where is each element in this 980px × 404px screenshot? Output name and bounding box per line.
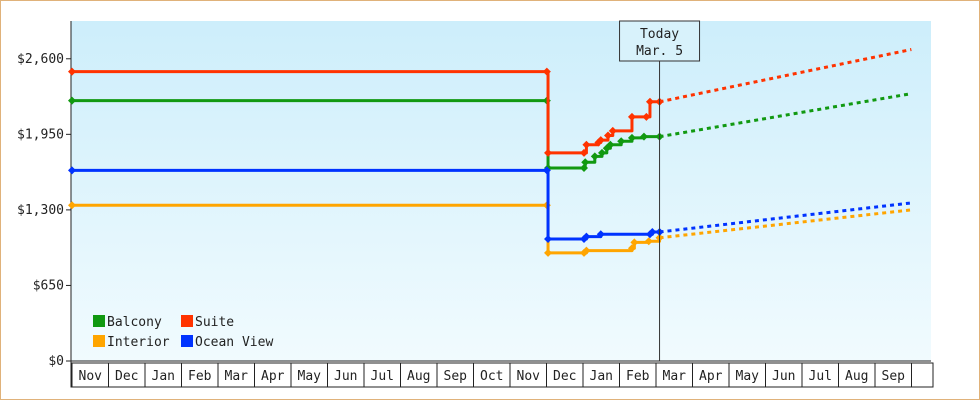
data-point bbox=[68, 201, 76, 210]
series-layer bbox=[68, 48, 912, 257]
y-tick-label: $2,600 bbox=[17, 52, 64, 67]
legend-label: Suite bbox=[195, 315, 234, 330]
data-point bbox=[582, 232, 591, 241]
x-tick-label: Dec bbox=[115, 369, 138, 384]
x-tick-label: Mar bbox=[663, 369, 687, 384]
y-tick-label: $0 bbox=[48, 354, 64, 369]
x-tick-label: Sep bbox=[882, 369, 906, 384]
legend-swatch bbox=[181, 315, 193, 327]
data-point bbox=[648, 227, 657, 236]
data-point bbox=[582, 246, 591, 255]
data-point bbox=[608, 126, 617, 135]
x-tick-label: Jul bbox=[809, 369, 832, 384]
y-tick-label: $1,300 bbox=[17, 203, 64, 218]
data-point bbox=[544, 248, 553, 257]
legend-item: Balcony bbox=[93, 315, 162, 330]
data-point bbox=[627, 244, 636, 253]
data-point bbox=[639, 132, 648, 141]
data-point bbox=[582, 140, 591, 149]
legend-item: Suite bbox=[181, 315, 234, 330]
x-tick-label: Apr bbox=[699, 369, 723, 384]
data-point bbox=[68, 96, 76, 105]
legend-item: Interior bbox=[93, 335, 170, 350]
series-forecast bbox=[659, 92, 912, 139]
data-point bbox=[580, 148, 589, 157]
legend-label: Interior bbox=[107, 335, 170, 350]
data-point bbox=[644, 237, 653, 246]
x-tick-label: Feb bbox=[626, 369, 650, 384]
x-axis: Nov Dec Jan Feb Mar Apr May Jun Jul Aug Sep Oct Nov D… bbox=[70, 360, 934, 388]
data-point bbox=[544, 148, 553, 157]
today-box bbox=[619, 20, 701, 62]
data-point bbox=[627, 133, 636, 142]
data-point bbox=[596, 230, 605, 239]
legend-swatch bbox=[93, 315, 105, 327]
x-tick-label: Jun bbox=[772, 369, 795, 384]
legend-item: Ocean View bbox=[181, 335, 273, 350]
x-tick-label: Apr bbox=[261, 369, 285, 384]
x-tick-label: Aug bbox=[407, 369, 430, 384]
x-tick-label: Jul bbox=[371, 369, 394, 384]
data-point bbox=[630, 238, 639, 247]
legend-swatch bbox=[181, 335, 193, 347]
data-point bbox=[596, 136, 605, 145]
series-forecast bbox=[659, 201, 912, 234]
x-tick-label: May bbox=[298, 369, 322, 384]
data-point bbox=[542, 166, 551, 175]
x-tick-label: Dec bbox=[553, 369, 576, 384]
x-tick-label: Feb bbox=[188, 369, 212, 384]
legend: Balcony Suite Interior Ocean View bbox=[93, 315, 273, 350]
x-axis-band bbox=[70, 362, 934, 388]
x-tick-label: Sep bbox=[444, 369, 468, 384]
series-balcony bbox=[68, 92, 912, 173]
x-tick-label: Jan bbox=[152, 369, 175, 384]
legend-label: Balcony bbox=[107, 315, 162, 330]
y-tick-label: $1,950 bbox=[17, 127, 64, 142]
data-point bbox=[603, 131, 612, 140]
data-point bbox=[580, 164, 589, 173]
series-forecast bbox=[659, 208, 912, 240]
y-tick-label: $650 bbox=[33, 278, 64, 293]
x-tick-label: Jan bbox=[590, 369, 613, 384]
x-tick-label: Nov bbox=[517, 369, 541, 384]
data-point bbox=[68, 67, 76, 76]
today-marker: Today Mar. 5 bbox=[619, 20, 701, 361]
today-date: Mar. 5 bbox=[636, 44, 683, 59]
x-tick-label: May bbox=[736, 369, 760, 384]
data-point bbox=[627, 112, 636, 121]
y-axis: $0 $650 $1,300 $1,950 $2,600 bbox=[17, 21, 72, 369]
data-point bbox=[642, 112, 651, 121]
data-point bbox=[68, 166, 76, 175]
data-point bbox=[544, 234, 553, 243]
data-point bbox=[581, 158, 590, 167]
data-point bbox=[617, 137, 626, 146]
series-ocean-view bbox=[68, 166, 912, 243]
legend-swatch bbox=[93, 335, 105, 347]
series-suite bbox=[68, 48, 912, 157]
data-point bbox=[606, 140, 615, 149]
x-tick-label: Jun bbox=[334, 369, 357, 384]
x-tick-label: Aug bbox=[845, 369, 868, 384]
today-title: Today bbox=[640, 27, 679, 42]
x-tick-label: Mar bbox=[225, 369, 249, 384]
x-tick-label: Oct bbox=[480, 369, 503, 384]
series-forecast bbox=[659, 48, 912, 104]
x-tick-label: Nov bbox=[79, 369, 103, 384]
data-point bbox=[597, 148, 606, 157]
data-point bbox=[645, 97, 654, 106]
data-point bbox=[590, 152, 599, 161]
legend-label: Ocean View bbox=[195, 335, 273, 350]
data-point bbox=[542, 67, 551, 76]
plot-area bbox=[71, 21, 931, 361]
